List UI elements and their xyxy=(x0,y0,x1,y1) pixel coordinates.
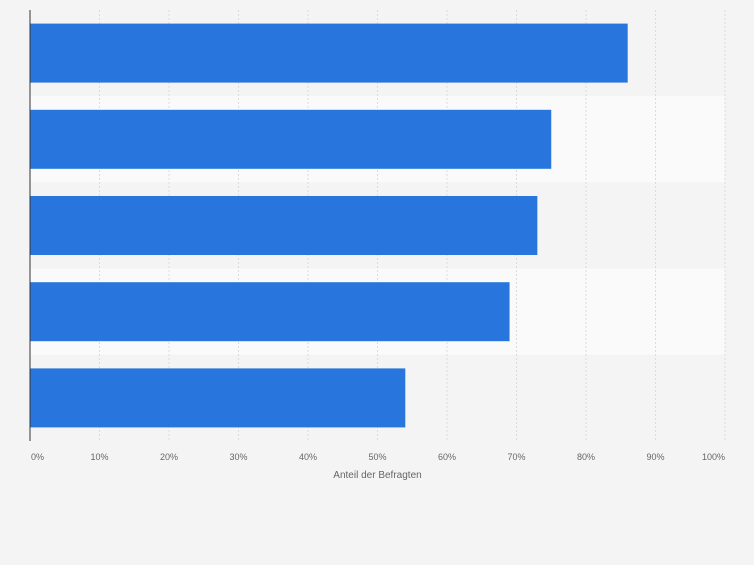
bar-5 xyxy=(30,368,406,428)
x-tick-labels: 0% 10% 20% 30% 40% 50% 60% 70% 80% 90% 100% xyxy=(31,452,725,462)
x-tick-label: 50% xyxy=(368,452,386,462)
bars xyxy=(30,23,628,428)
x-tick-label: 100% xyxy=(702,452,725,462)
x-tick-label: 40% xyxy=(299,452,317,462)
bar-1 xyxy=(30,23,628,83)
bar-2 xyxy=(30,109,552,169)
x-tick-label: 60% xyxy=(438,452,456,462)
x-tick-label: 70% xyxy=(507,452,525,462)
x-tick-label: 90% xyxy=(646,452,664,462)
x-tick-label: 10% xyxy=(90,452,108,462)
x-tick-label: 20% xyxy=(160,452,178,462)
bar-4 xyxy=(30,282,510,342)
x-tick-label: 0% xyxy=(31,452,44,462)
bar-3 xyxy=(30,196,538,255)
x-tick-label: 80% xyxy=(577,452,595,462)
x-tick-label: 30% xyxy=(229,452,247,462)
x-axis-label: Anteil der Befragten xyxy=(333,470,421,481)
